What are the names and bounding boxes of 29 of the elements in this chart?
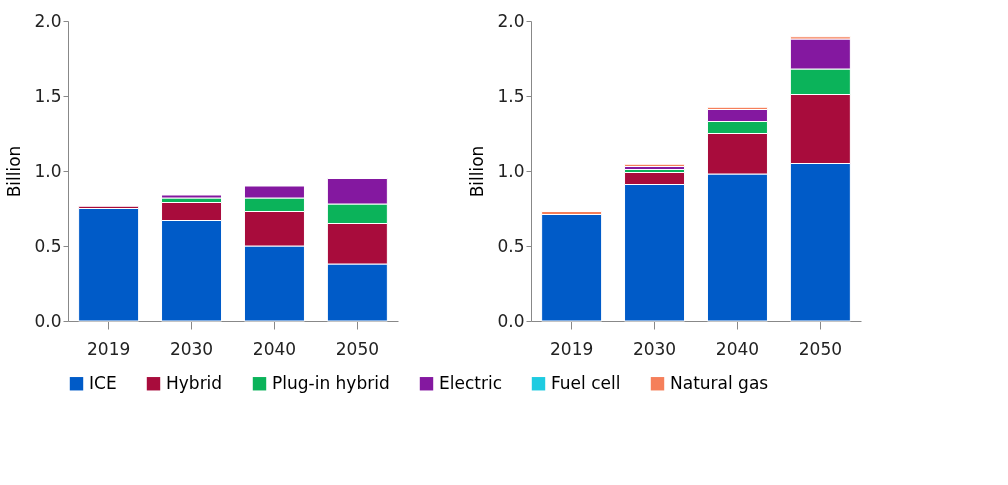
- legend-label: Hybrid: [166, 372, 223, 393]
- y-tick-label: 0.5: [497, 235, 525, 256]
- x-tick-label: 2030: [632, 338, 677, 359]
- legend-label: ICE: [89, 372, 117, 393]
- y-tick-label: 1.0: [34, 160, 62, 181]
- x-tick-label: 2040: [252, 338, 297, 359]
- y-axis-title: Billion: [4, 145, 25, 198]
- y-tick-label: 1.5: [34, 85, 62, 106]
- x-tick-label: 2050: [335, 338, 379, 359]
- legend-label: Natural gas: [670, 372, 769, 393]
- y-tick-label: 0.0: [34, 310, 62, 331]
- y-axis-title: Billion: [467, 145, 488, 198]
- y-tick-label: 2.0: [497, 10, 525, 31]
- x-tick-label: 2040: [715, 338, 760, 359]
- legend-label: Fuel cell: [551, 372, 621, 393]
- y-tick-label: 0.0: [497, 310, 525, 331]
- y-tick-label: 1.5: [497, 85, 525, 106]
- x-tick-label: 2019: [550, 338, 594, 359]
- x-tick-label: 2050: [798, 338, 842, 359]
- x-tick-label: 2019: [87, 338, 131, 359]
- y-tick-label: 1.0: [497, 160, 525, 181]
- bar: [161, 194, 223, 199]
- x-tick-label: 2030: [169, 338, 214, 359]
- bar: [78, 208, 140, 322]
- legend-label: Electric: [439, 372, 502, 393]
- y-tick-label: 0.5: [34, 235, 62, 256]
- y-tick-label: 2.0: [34, 10, 62, 31]
- bar: [541, 214, 603, 322]
- legend-label: Plug-in hybrid: [272, 372, 390, 393]
